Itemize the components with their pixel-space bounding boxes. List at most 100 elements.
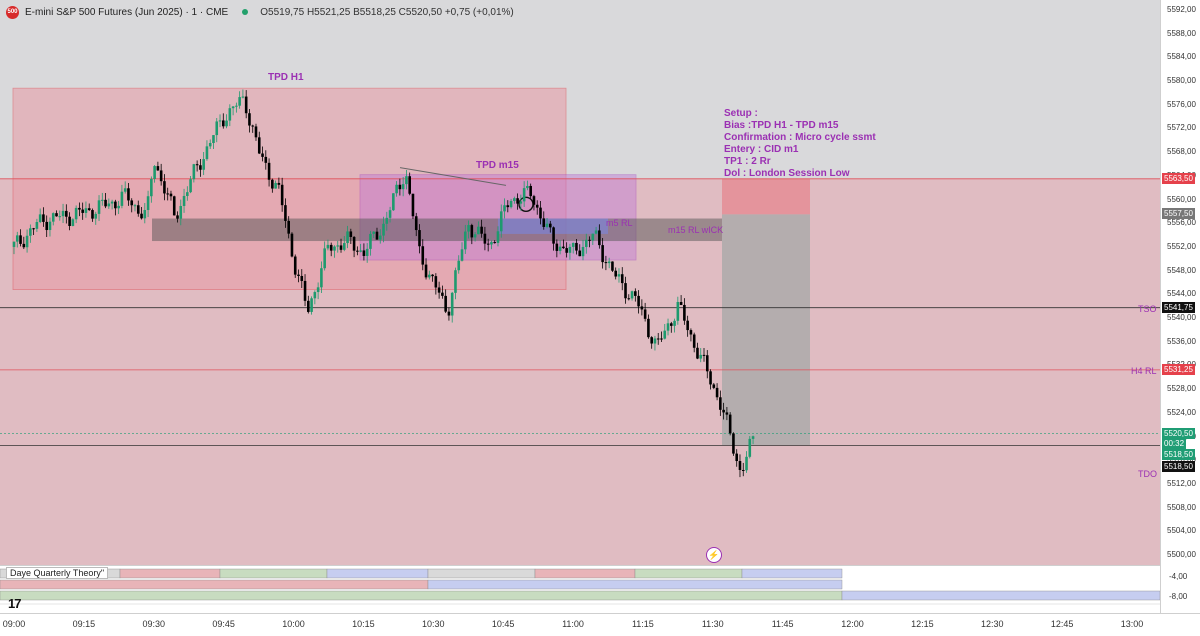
price-tag-last[interactable]: 5520,50 [1162,427,1195,439]
candle-body [450,292,454,316]
candle-body [614,270,618,277]
candle-body [562,246,565,249]
price-tag-h4rl[interactable]: 5531,25 [1162,363,1195,375]
candle-body [447,311,451,316]
candle-body [150,178,153,197]
quarter-segment [326,568,429,579]
candle-body [526,185,529,189]
candle-body [241,96,245,98]
price-tag-tso[interactable]: 5541,75 [1162,301,1195,313]
price-tick-label: 5580,00 [1167,76,1196,86]
candle-body [486,243,490,245]
stop-loss-zone [722,178,810,215]
candle-body [398,184,402,190]
time-tick-label: 09:30 [142,619,166,629]
candle-body [499,211,503,232]
candle-body [702,354,706,356]
m5-rl-band [498,218,608,234]
price-tag-entry[interactable]: 5557,50 [1162,208,1195,220]
time-tick-label: 13:00 [1120,619,1144,629]
label-m15-rl-wick[interactable]: m15 RL wICK [668,225,724,235]
price-tag-countdown[interactable]: 00:32 [1162,437,1187,449]
price-tag-tdo[interactable]: 5518,50 [1162,460,1195,472]
time-axis[interactable]: 09:00 09:15 09:30 09:45 10:00 10:15 10:30 10:45… [0,613,1200,636]
symbol-title[interactable]: E-mini S&P 500 Futures (Jun 2025) · 1 · … [25,6,229,18]
setup-note[interactable]: Setup : Bias :TPD H1 - TPD m15 Confirmat… [724,108,876,180]
chart-area[interactable]: 500 E-mini S&P 500 Futures (Jun 2025) · … [0,0,1160,565]
candle-body [405,176,408,185]
candle-body [333,246,336,251]
candle-body [689,330,693,335]
candle-body [339,245,343,250]
candle-body [653,338,657,344]
candle-body [225,120,228,127]
candle-body [326,244,330,249]
candle-body [29,228,32,236]
candle-body [692,334,696,348]
candle-body [231,106,235,109]
candle-body [313,292,317,299]
time-tick-label: 12:00 [841,619,864,629]
quarter-segment [119,568,221,579]
candle-body [509,200,513,208]
candle-body [218,120,222,122]
candle-body [349,231,353,237]
setup-confirmation: Confirmation : Micro cycle ssmt [724,132,876,143]
label-m5-rl[interactable]: m5 RL [606,218,633,228]
candle-body [35,222,39,229]
candle-body [732,433,735,454]
candle-body [728,414,732,434]
candle-body [123,188,127,192]
candle-body [643,309,647,319]
candle-body [38,214,42,223]
price-tick-label: 5576,00 [1167,99,1196,109]
candle-body [182,195,186,206]
market-status-icon [242,9,249,15]
candle-body [78,207,81,210]
candle-body [228,108,232,121]
candle-body [457,260,461,271]
candle-body [686,320,689,331]
quarterly-theory-panel[interactable]: Daye Quarterly Theory" 17 [0,565,1160,614]
candle-body [359,250,362,252]
oscillator-tick-label: -4,00 [1169,572,1188,581]
candle-body [87,208,91,211]
price-axis[interactable]: 5592,00 5588,00 5584,00 5580,00 5576,00 5572,… [1160,0,1200,613]
time-tick-label: 12:45 [1050,619,1074,629]
candle-body [215,121,219,136]
candle-body [715,387,719,398]
candle-body [424,264,428,278]
price-tick-label: 5536,00 [1167,336,1196,346]
lightning-icon[interactable]: ⚡ [706,547,722,563]
price-tick-label: 5560,00 [1167,194,1196,204]
candle-body [428,274,431,278]
candle-body [22,243,26,248]
candle-body [588,239,591,241]
time-tick-label: 11:30 [701,619,724,629]
price-tag-upper[interactable]: 5563,50 [1162,172,1195,184]
candle-body [290,233,294,257]
label-h4-rl[interactable]: H4 RL [1131,366,1157,376]
candle-body [71,219,75,226]
candle-body [32,228,35,230]
label-tso[interactable]: TSO [1138,304,1157,314]
candle-body [342,243,346,250]
indicator-label[interactable]: Daye Quarterly Theory" [6,567,109,579]
candle-body [738,461,742,470]
candle-body [725,412,729,415]
candle-body [647,318,650,338]
candle-body [212,135,215,144]
price-tick-label: 5504,00 [1167,526,1196,536]
label-tpd-m15[interactable]: TPD m15 [476,160,519,171]
candle-body [401,184,405,190]
time-tick-label: 10:15 [352,619,375,629]
price-chart[interactable] [0,0,1160,565]
candle-body [467,225,470,232]
tradingview-logo[interactable]: 17 [8,596,22,611]
label-tpd-h1[interactable]: TPD H1 [268,72,304,83]
candle-body [516,198,519,204]
candle-body [369,233,372,249]
candle-body [679,301,683,305]
price-tag-bid[interactable]: 5518,50 [1162,448,1195,460]
label-tdo[interactable]: TDO [1138,469,1157,479]
